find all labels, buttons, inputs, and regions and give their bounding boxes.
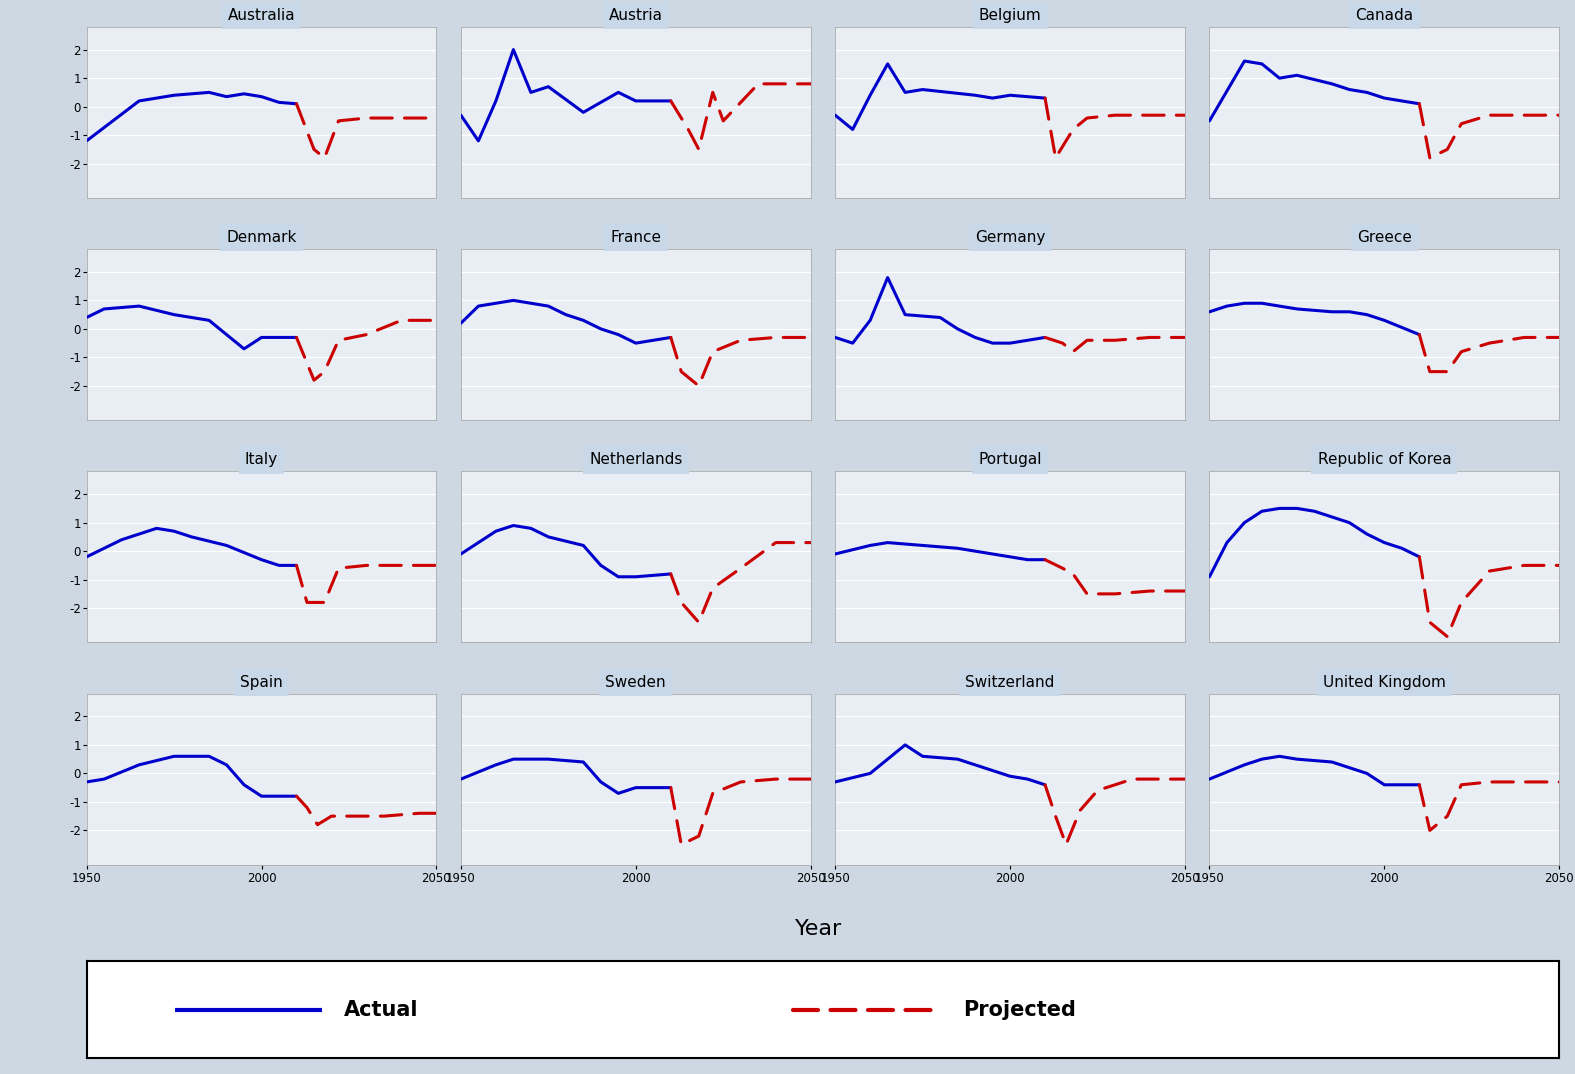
Title: Portugal: Portugal [978,452,1041,467]
Title: Sweden: Sweden [605,674,666,690]
Title: United Kingdom: United Kingdom [1323,674,1446,690]
Title: Italy: Italy [246,452,279,467]
Title: Denmark: Denmark [227,230,296,245]
Title: Republic of Korea: Republic of Korea [1318,452,1451,467]
Title: Spain: Spain [239,674,284,690]
Title: Greece: Greece [1358,230,1411,245]
Title: Germany: Germany [975,230,1046,245]
Title: Austria: Austria [610,8,663,23]
Title: Belgium: Belgium [978,8,1041,23]
Title: Netherlands: Netherlands [589,452,682,467]
Title: Canada: Canada [1356,8,1413,23]
Text: Projected: Projected [962,1000,1076,1019]
Title: France: France [610,230,661,245]
Title: Switzerland: Switzerland [965,674,1055,690]
Text: Year: Year [795,919,843,939]
Text: Actual: Actual [345,1000,419,1019]
Title: Australia: Australia [228,8,296,23]
